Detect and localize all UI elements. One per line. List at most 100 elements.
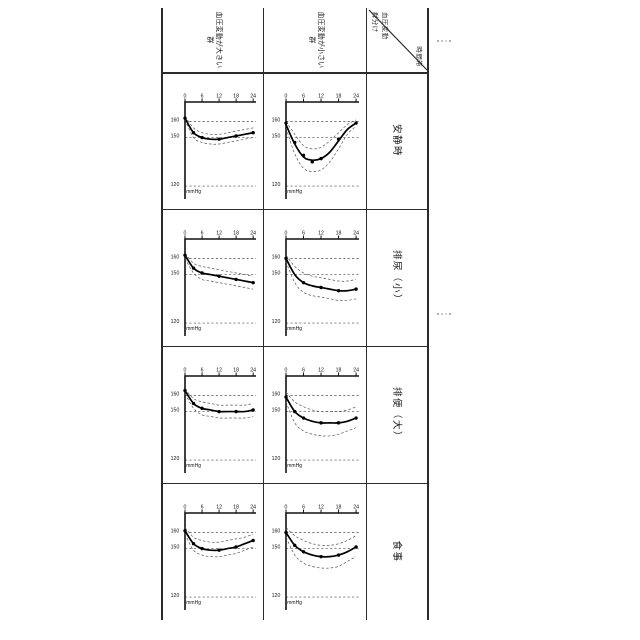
x-tick-label: 0 xyxy=(184,93,187,99)
data-point-marker xyxy=(234,278,237,281)
y-tick-label: 120 xyxy=(171,456,180,462)
chart-svg: 12015016006121824mmHg xyxy=(264,72,367,209)
data-point-marker xyxy=(251,539,254,542)
y-tick-label: 120 xyxy=(272,593,281,599)
data-point-marker xyxy=(337,137,340,140)
y-tick-label: 120 xyxy=(272,456,281,462)
data-point-marker xyxy=(302,281,305,284)
unit-label: mmHg xyxy=(287,463,302,469)
y-tick-label: 160 xyxy=(171,254,180,260)
x-tick-label: 24 xyxy=(250,504,256,510)
data-point-marker xyxy=(192,266,195,269)
y-tick-label: 160 xyxy=(171,391,180,397)
data-point-marker xyxy=(192,402,195,405)
data-point-marker xyxy=(337,421,340,424)
data-point-marker xyxy=(234,545,237,548)
data-point-marker xyxy=(284,121,287,124)
continuation-marks xyxy=(431,8,451,620)
trace-line xyxy=(286,126,356,171)
x-tick-label: 0 xyxy=(285,367,288,373)
data-point-marker xyxy=(319,286,322,289)
data-point-marker xyxy=(319,421,322,424)
data-point-marker xyxy=(251,408,254,411)
corner-header-top-label: 時間帯 xyxy=(415,46,425,67)
x-tick-label: 6 xyxy=(302,504,305,510)
data-point-marker xyxy=(293,141,296,144)
x-tick-label: 18 xyxy=(336,230,342,236)
data-point-marker xyxy=(192,131,195,134)
chart-cell-rest-small: 12015016006121824mmHg xyxy=(264,72,367,209)
data-point-marker xyxy=(284,395,287,398)
x-tick-label: 18 xyxy=(336,367,342,373)
data-point-marker xyxy=(293,544,296,547)
screenshot-canvas: 時間帯 血圧変動 群分け 安静時 排尿（小） 排便（大） 食事 血圧変動が小さい… xyxy=(0,0,640,640)
data-point-marker xyxy=(251,281,254,284)
column-header-void-large: 排便（大） xyxy=(367,346,429,483)
data-point-marker xyxy=(192,542,195,545)
y-tick-label: 160 xyxy=(272,528,281,534)
trace-line xyxy=(185,117,253,135)
data-point-marker xyxy=(200,547,203,550)
y-tick-label: 150 xyxy=(272,134,281,140)
fitted-curve xyxy=(286,532,356,556)
chart-svg: 12015016006121824mmHg xyxy=(163,209,264,346)
data-point-marker xyxy=(302,154,305,157)
trace-line xyxy=(286,262,356,301)
x-tick-label: 18 xyxy=(233,230,239,236)
data-point-marker xyxy=(217,274,220,277)
x-tick-label: 12 xyxy=(318,504,324,510)
column-header-meal: 食事 xyxy=(367,483,429,620)
x-tick-label: 6 xyxy=(201,504,204,510)
y-tick-label: 150 xyxy=(272,271,281,277)
chart-svg: 12015016006121824mmHg xyxy=(163,483,264,620)
x-tick-label: 6 xyxy=(201,367,204,373)
fitted-curve xyxy=(286,397,356,423)
y-tick-label: 150 xyxy=(171,271,180,277)
data-point-marker xyxy=(183,116,186,119)
data-point-marker xyxy=(311,160,314,163)
x-tick-label: 12 xyxy=(216,504,222,510)
x-tick-label: 0 xyxy=(285,504,288,510)
trace-line xyxy=(185,254,253,277)
x-tick-label: 0 xyxy=(184,504,187,510)
x-tick-label: 12 xyxy=(216,93,222,99)
row-header-small-variation: 血圧変動が小さい群 xyxy=(264,8,367,72)
y-tick-label: 150 xyxy=(171,545,180,551)
unit-label: mmHg xyxy=(287,189,302,195)
data-point-marker xyxy=(217,137,220,140)
chart-svg: 12015016006121824mmHg xyxy=(163,72,264,209)
chart-svg: 12015016006121824mmHg xyxy=(163,346,264,483)
x-tick-label: 24 xyxy=(250,93,256,99)
unit-label: mmHg xyxy=(186,189,201,195)
y-tick-label: 150 xyxy=(272,408,281,414)
chart-cell-void-large-small: 12015016006121824mmHg xyxy=(264,346,367,483)
data-point-marker xyxy=(302,416,305,419)
data-point-marker xyxy=(337,553,340,556)
corner-header-cell: 時間帯 血圧変動 群分け xyxy=(367,8,429,72)
y-tick-label: 120 xyxy=(171,593,180,599)
data-point-marker xyxy=(200,271,203,274)
x-tick-label: 0 xyxy=(285,93,288,99)
figure-table: 時間帯 血圧変動 群分け 安静時 排尿（小） 排便（大） 食事 血圧変動が小さい… xyxy=(161,8,429,620)
chart-svg: 12015016006121824mmHg xyxy=(264,346,367,483)
data-point-marker xyxy=(354,416,357,419)
data-point-marker xyxy=(302,550,305,553)
trace-line xyxy=(185,528,253,543)
unit-label: mmHg xyxy=(186,326,201,332)
data-point-marker xyxy=(183,389,186,392)
x-tick-label: 24 xyxy=(353,504,359,510)
trace-line xyxy=(185,258,253,289)
chart-cell-void-small-small: 12015016006121824mmHg xyxy=(264,209,367,346)
data-point-marker xyxy=(217,548,220,551)
data-point-marker xyxy=(319,157,322,160)
data-point-marker xyxy=(200,136,203,139)
chart-cell-rest-large: 12015016006121824mmHg xyxy=(163,72,264,209)
x-tick-label: 24 xyxy=(250,367,256,373)
trace-line xyxy=(286,528,356,546)
column-header-void-small: 排尿（小） xyxy=(367,209,429,346)
y-tick-label: 120 xyxy=(272,319,281,325)
y-tick-label: 160 xyxy=(272,254,281,260)
x-tick-label: 12 xyxy=(318,367,324,373)
data-point-marker xyxy=(284,531,287,534)
data-point-marker xyxy=(217,410,220,413)
